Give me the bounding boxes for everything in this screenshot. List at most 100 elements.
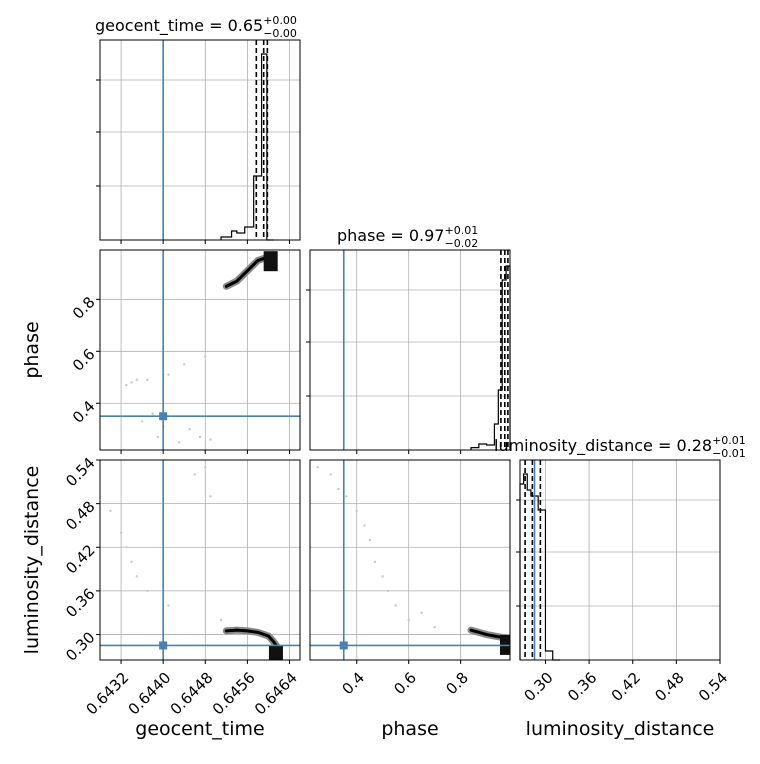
truth-marker	[159, 641, 168, 650]
y-tick-label: 0.48	[62, 497, 98, 533]
x-tick-label: 0.6432	[83, 669, 133, 719]
scatter-point	[183, 363, 186, 366]
scatter-point	[130, 381, 133, 384]
panel-title-minus: −0.01	[712, 447, 746, 460]
hist-panel-geocent_time	[96, 39, 301, 244]
scatter-point	[167, 604, 170, 607]
panel-title-text: luminosity_distance = 0.28	[494, 436, 712, 456]
scatter-point	[204, 355, 207, 358]
scatter-point	[329, 473, 332, 476]
scatter-panel-geocent_time_vs_lum	[96, 459, 301, 664]
panel-border	[99, 39, 301, 241]
panel-border	[519, 459, 721, 661]
x-tick-label: 0.30	[520, 669, 556, 705]
y-tick-label: 0.6	[69, 345, 99, 375]
panel-border	[309, 459, 511, 661]
scatter-point	[345, 495, 348, 498]
scatter-point	[433, 626, 436, 629]
scatter-point	[156, 435, 160, 439]
hist-bars-geocent_time	[220, 53, 274, 241]
density-peak	[263, 251, 278, 272]
x-tick-label: 0.36	[564, 669, 600, 705]
x-tick-label: 0.54	[695, 669, 731, 705]
scatter-point	[140, 420, 144, 423]
scatter-point	[198, 435, 202, 439]
scatter-panel-geocent_time_vs_phase	[96, 249, 301, 454]
scatter-point	[119, 531, 123, 534]
scatter-point	[420, 611, 423, 614]
x-axis-label-luminosity_distance: luminosity_distance	[526, 718, 715, 740]
x-axis-label-geocent_time: geocent_time	[135, 718, 264, 740]
hist-panel-phase	[306, 249, 511, 454]
scatter-point	[146, 589, 149, 593]
truth-marker	[159, 412, 168, 421]
y-tick-label: 0.30	[62, 628, 98, 664]
x-tick-label: 0.8	[442, 669, 472, 699]
density-core	[224, 628, 281, 651]
scatter-point	[193, 473, 196, 476]
x-tick-label: 0.6464	[251, 669, 301, 719]
scatter-point	[188, 428, 191, 431]
scatter-point	[209, 495, 212, 498]
scatter-point	[177, 441, 181, 444]
scatter-point	[146, 378, 149, 382]
scatter-point	[355, 509, 358, 513]
scatter-point	[373, 560, 377, 564]
hist-bars-phase	[470, 265, 511, 450]
x-tick-label: 0.6456	[209, 669, 259, 719]
scatter-point	[135, 575, 139, 578]
panel-title-luminosity_distance: luminosity_distance = 0.28+0.01 −0.01	[494, 434, 746, 460]
y-axis-label-phase: phase	[21, 321, 43, 378]
panel-border	[99, 249, 301, 451]
density-peak	[268, 645, 283, 660]
scatter-point	[219, 618, 223, 622]
panel-title-geocent_time: geocent_time = 0.65+0.00 −0.00	[95, 14, 297, 40]
scatter-point	[381, 575, 384, 578]
y-axis-label-luminosity_distance: luminosity_distance	[21, 466, 43, 655]
y-tick-label: 0.54	[62, 454, 98, 490]
truth-marker	[339, 641, 348, 650]
hist-panel-luminosity_distance	[516, 459, 721, 664]
x-tick-label: 0.48	[651, 669, 687, 705]
panel-content-geocent_time_vs_phase	[100, 250, 300, 450]
scatter-point	[125, 546, 128, 549]
panel-content-phase_vs_lum	[310, 460, 510, 660]
hist-bars-luminosity_distance	[519, 473, 560, 661]
panel-border	[309, 249, 511, 451]
x-axis-label-phase: phase	[381, 718, 438, 740]
x-tick-label: 0.6448	[167, 669, 217, 719]
x-tick-label: 0.6440	[125, 669, 175, 719]
panel-title-phase: phase = 0.97+0.01 −0.02	[337, 224, 478, 250]
panel-title-minus: −0.02	[444, 237, 478, 250]
panel-border	[99, 459, 301, 661]
x-tick-label: 0.4	[338, 669, 368, 699]
panel-title-plus: +0.01	[444, 224, 478, 237]
scatter-point	[363, 524, 366, 527]
y-tick-label: 0.42	[62, 541, 98, 577]
scatter-point	[130, 560, 133, 564]
panel-title-plus: +0.01	[712, 434, 746, 447]
scatter-point	[109, 509, 112, 513]
scatter-point	[316, 466, 319, 469]
scatter-point	[386, 589, 390, 593]
panel-title-minus: −0.00	[263, 27, 297, 40]
scatter-point	[204, 466, 207, 469]
x-tick-label: 0.6	[390, 669, 420, 699]
scatter-point	[337, 487, 340, 491]
y-tick-label: 0.4	[69, 397, 99, 427]
y-tick-label: 0.36	[62, 585, 98, 621]
y-tick-label: 0.8	[69, 293, 99, 323]
density-core	[224, 253, 276, 288]
panel-title-text: phase = 0.97	[337, 226, 444, 245]
scatter-point	[135, 378, 139, 382]
scatter-point	[125, 383, 128, 387]
scatter-point	[209, 438, 212, 441]
panel-title-text: geocent_time = 0.65	[95, 16, 263, 36]
panel-title-plus: +0.00	[263, 14, 297, 27]
scatter-panel-phase_vs_lum	[309, 459, 511, 664]
x-tick-label: 0.42	[608, 669, 644, 705]
scatter-point	[151, 412, 154, 415]
scatter-point	[394, 604, 397, 607]
